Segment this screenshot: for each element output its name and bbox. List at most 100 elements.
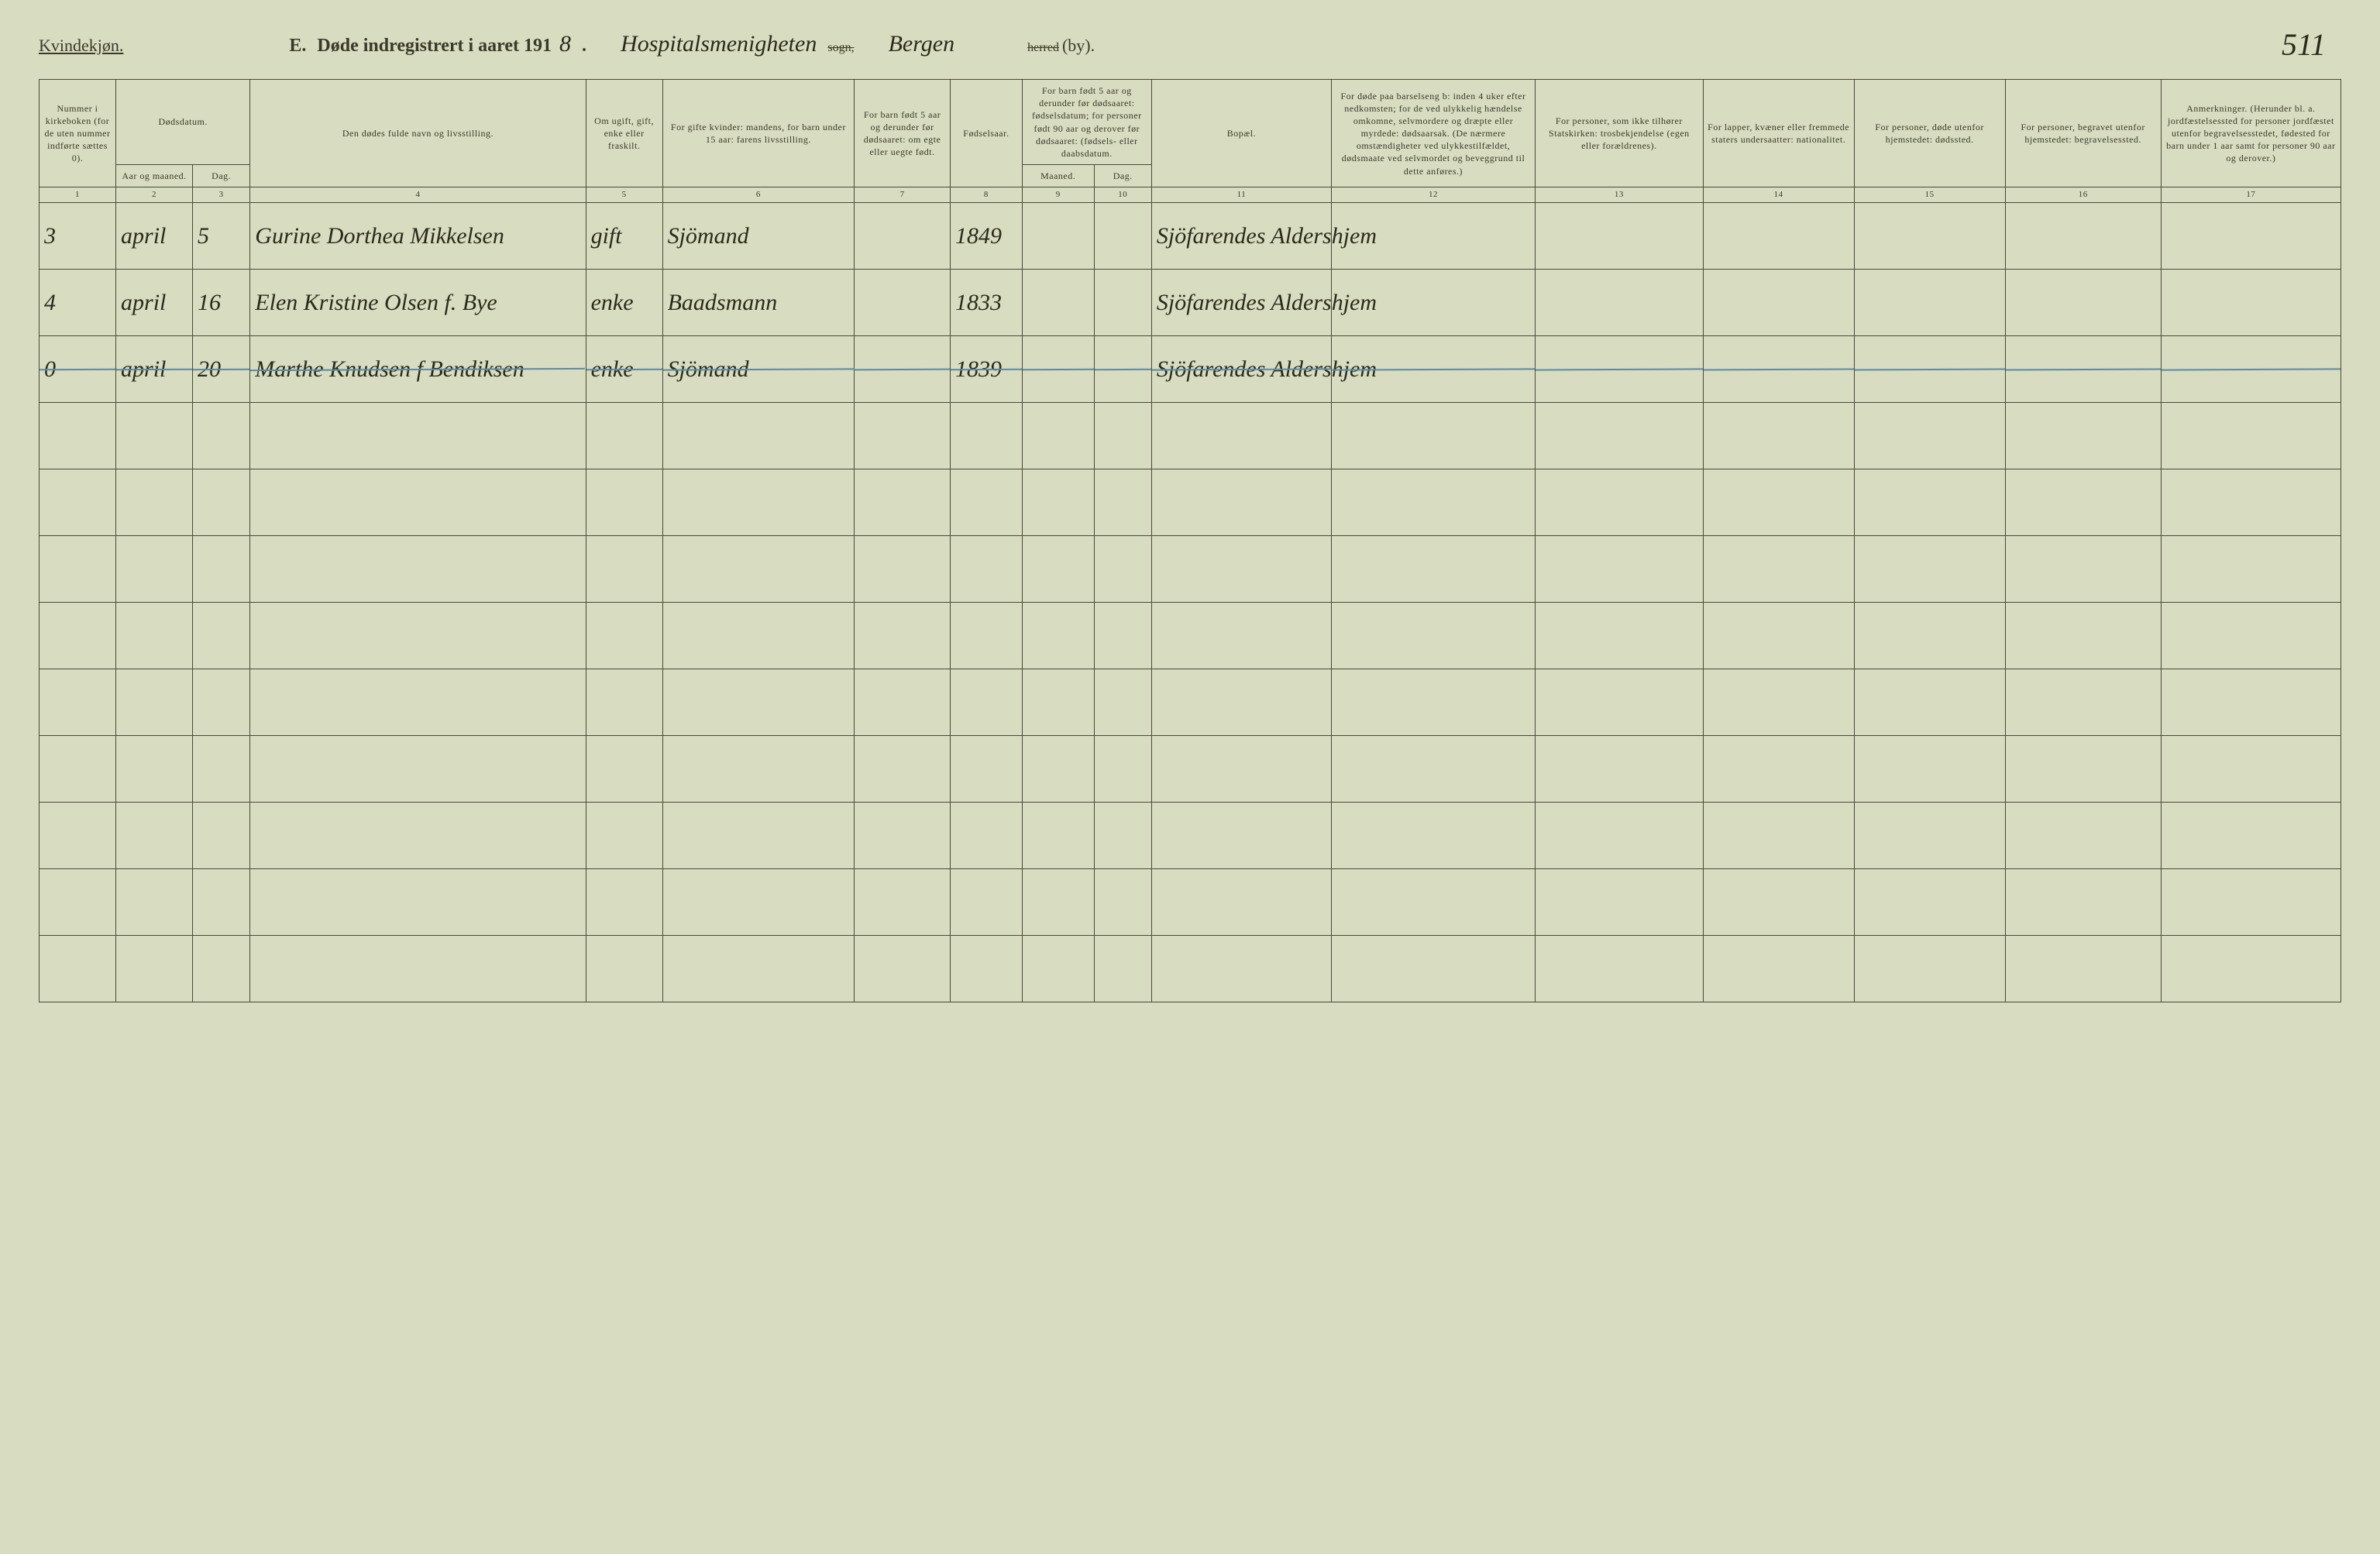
cell-c9b — [1094, 203, 1151, 270]
cell-blank — [855, 536, 951, 603]
cell-blank — [1022, 536, 1094, 603]
cell-c13 — [1536, 203, 1704, 270]
hdr-name: Den dødes fulde navn og livsstilling. — [250, 80, 586, 187]
colnum: 13 — [1536, 187, 1704, 203]
cell-blank — [586, 403, 662, 469]
cell-blank — [1703, 803, 1854, 869]
colnum: 16 — [2005, 187, 2161, 203]
cell-blank — [855, 803, 951, 869]
cell-num: 0 — [40, 336, 116, 403]
cell-blank — [1151, 936, 1331, 1002]
cell-blank — [1854, 669, 2005, 736]
cell-blank — [1703, 869, 1854, 936]
cell-c16 — [2005, 336, 2161, 403]
cell-blank — [2161, 603, 2340, 669]
year-suffix: 8 — [559, 31, 571, 57]
cell-blank — [193, 869, 250, 936]
cell-blank — [193, 536, 250, 603]
cell-blank — [250, 736, 586, 803]
cell-blank — [250, 603, 586, 669]
cell-blank — [40, 469, 116, 536]
cell-blank — [116, 536, 193, 603]
cell-blank — [2005, 803, 2161, 869]
cell-blank — [1331, 469, 1535, 536]
cell-blank — [1854, 603, 2005, 669]
cell-blank — [116, 669, 193, 736]
table-row-blank — [40, 469, 2341, 536]
cell-year: 1849 — [950, 203, 1022, 270]
cell-blank — [855, 469, 951, 536]
sogn-label: sogn, — [827, 41, 854, 55]
cell-c9a — [1022, 203, 1094, 270]
cell-blank — [662, 736, 855, 803]
table-header: Nummer i kirkeboken (for de uten nummer … — [40, 80, 2341, 203]
cell-blank — [1094, 469, 1151, 536]
table-row-blank — [40, 403, 2341, 469]
cell-blank — [1536, 603, 1704, 669]
cell-blank — [1151, 536, 1331, 603]
cell-blank — [1151, 603, 1331, 669]
cell-blank — [586, 603, 662, 669]
cell-blank — [2161, 469, 2340, 536]
cell-blank — [2005, 736, 2161, 803]
cell-blank — [1331, 603, 1535, 669]
register-table: Nummer i kirkeboken (for de uten nummer … — [39, 79, 2341, 1002]
cell-blank — [950, 736, 1022, 803]
district-handwritten: Bergen — [889, 31, 955, 57]
cell-blank — [1094, 803, 1151, 869]
cell-num: 3 — [40, 203, 116, 270]
cell-occupation: Sjömand — [662, 203, 855, 270]
cell-blank — [1022, 469, 1094, 536]
cell-blank — [2005, 669, 2161, 736]
cell-c9b — [1094, 336, 1151, 403]
cell-c17 — [2161, 336, 2340, 403]
cell-blank — [116, 403, 193, 469]
hdr-occupation: For gifte kvinder: mandens, for barn und… — [662, 80, 855, 187]
cell-blank — [586, 536, 662, 603]
cell-blank — [116, 603, 193, 669]
colnum: 17 — [2161, 187, 2340, 203]
cell-residence: Sjöfarendes Aldershjem — [1151, 203, 1331, 270]
cell-blank — [662, 469, 855, 536]
cell-blank — [1094, 536, 1151, 603]
cell-blank — [1854, 469, 2005, 536]
table-row: 3april5Gurine Dorthea MikkelsengiftSjöma… — [40, 203, 2341, 270]
colnum: 3 — [193, 187, 250, 203]
cell-blank — [1703, 469, 1854, 536]
cell-blank — [1094, 603, 1151, 669]
cell-day: 16 — [193, 270, 250, 336]
cell-c9a — [1022, 270, 1094, 336]
cell-blank — [1536, 536, 1704, 603]
cell-blank — [662, 869, 855, 936]
hdr-cause: For døde paa barselseng b: inden 4 uker … — [1331, 80, 1535, 187]
colnum: 2 — [116, 187, 193, 203]
cell-col7 — [855, 336, 951, 403]
cell-blank — [1703, 603, 1854, 669]
cell-blank — [662, 403, 855, 469]
cell-blank — [1151, 669, 1331, 736]
cell-status: gift — [586, 203, 662, 270]
hdr-burialplace: For personer, begravet utenfor hjemstede… — [2005, 80, 2161, 187]
hdr-deathplace: For personer, døde utenfor hjemstedet: d… — [1854, 80, 2005, 187]
hdr-deathdate: Dødsdatum. — [116, 80, 250, 165]
colnum: 12 — [1331, 187, 1535, 203]
cell-blank — [250, 536, 586, 603]
colnum: 5 — [586, 187, 662, 203]
colnum: 1 — [40, 187, 116, 203]
cell-blank — [40, 669, 116, 736]
hdr-birthdate: For barn født 5 aar og derunder før døds… — [1022, 80, 1151, 165]
cell-blank — [1331, 403, 1535, 469]
cell-blank — [950, 469, 1022, 536]
hdr-nationality: For lapper, kvæner eller fremmede stater… — [1703, 80, 1854, 187]
cell-blank — [2005, 536, 2161, 603]
cell-status: enke — [586, 336, 662, 403]
section-letter: E. — [289, 36, 306, 57]
cell-blank — [662, 603, 855, 669]
cell-blank — [855, 669, 951, 736]
cell-occupation: Baadsmann — [662, 270, 855, 336]
cell-blank — [1703, 403, 1854, 469]
cell-blank — [1094, 936, 1151, 1002]
cell-blank — [662, 536, 855, 603]
cell-c16 — [2005, 270, 2161, 336]
cell-blank — [40, 603, 116, 669]
